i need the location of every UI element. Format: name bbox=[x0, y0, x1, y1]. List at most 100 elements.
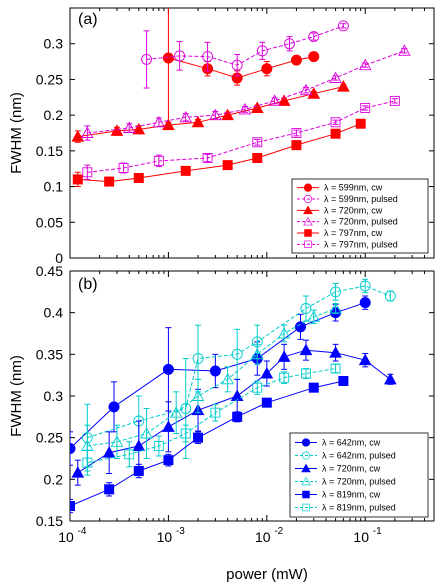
data-point bbox=[337, 80, 350, 92]
data-point bbox=[140, 427, 153, 439]
series-line bbox=[87, 308, 336, 447]
legend-marker-group bbox=[303, 216, 313, 226]
legend-entry: λ = 599nm, cw bbox=[324, 183, 383, 193]
legend-entry: λ = 797nm, cw bbox=[324, 228, 383, 238]
series-3 bbox=[81, 44, 411, 141]
data-point bbox=[279, 372, 290, 383]
series-5 bbox=[82, 363, 341, 476]
legend-marker-group bbox=[302, 503, 310, 512]
data-point bbox=[192, 353, 204, 364]
data-point bbox=[133, 173, 144, 183]
data-point bbox=[72, 174, 83, 185]
data-point bbox=[330, 128, 341, 139]
data-point bbox=[358, 353, 372, 366]
data-point bbox=[290, 54, 302, 66]
legend-marker bbox=[303, 216, 313, 226]
data-point bbox=[329, 346, 342, 358]
data-point bbox=[180, 165, 191, 176]
data-point bbox=[209, 108, 222, 121]
y-tick-label: 0 bbox=[55, 250, 63, 266]
data-point bbox=[132, 122, 146, 135]
y-axis-label: FWHM (nm) bbox=[8, 92, 25, 174]
data-point bbox=[133, 466, 144, 476]
x-tick-label: 10 bbox=[353, 529, 369, 545]
data-point bbox=[300, 303, 312, 314]
legend-marker-group bbox=[304, 229, 312, 237]
legend-marker-group bbox=[301, 451, 311, 460]
legend-marker bbox=[302, 490, 310, 499]
legend-marker-group bbox=[302, 490, 310, 499]
series-2 bbox=[71, 339, 397, 486]
legend-entry: λ = 720nm, cw bbox=[324, 205, 383, 215]
data-point bbox=[252, 382, 263, 393]
data-point bbox=[141, 53, 153, 65]
data-point bbox=[122, 121, 136, 133]
data-point bbox=[337, 20, 349, 32]
legend-entry: λ = 720nm, pulsed bbox=[322, 477, 396, 487]
data-point bbox=[260, 366, 274, 379]
data-point bbox=[71, 466, 85, 478]
data-point bbox=[359, 297, 371, 309]
data-point bbox=[108, 401, 120, 413]
legend-marker bbox=[303, 205, 313, 215]
data-point bbox=[153, 155, 164, 166]
data-point bbox=[330, 363, 341, 374]
panel-label: (a) bbox=[78, 11, 98, 28]
data-point bbox=[152, 115, 166, 128]
legend-entry: λ = 642nm, cw bbox=[322, 438, 381, 448]
y-tick-label: 0.3 bbox=[44, 36, 64, 52]
x-tick-exponent: -4 bbox=[78, 526, 87, 537]
y-tick-label: 0.15 bbox=[36, 143, 63, 159]
panel-label: (b) bbox=[78, 276, 98, 293]
legend-box bbox=[291, 178, 429, 254]
data-series-group bbox=[70, 278, 397, 514]
y-tick-label: 0.2 bbox=[44, 471, 64, 487]
data-point bbox=[299, 343, 313, 356]
data-point bbox=[291, 128, 302, 138]
legend-marker bbox=[301, 476, 311, 486]
series-4 bbox=[70, 376, 349, 514]
data-point bbox=[360, 103, 371, 113]
legend-marker bbox=[302, 503, 310, 512]
legend-entry: λ = 720nm, cw bbox=[322, 464, 381, 474]
data-point bbox=[277, 94, 291, 106]
data-point bbox=[221, 108, 234, 121]
x-tick-label: 10 bbox=[58, 529, 74, 545]
legend-marker-group bbox=[303, 205, 313, 215]
data-point bbox=[124, 449, 135, 460]
data-point bbox=[193, 432, 204, 443]
y-tick-label: 0.3 bbox=[44, 388, 64, 404]
data-point bbox=[232, 411, 243, 422]
data-point bbox=[284, 38, 295, 50]
data-point bbox=[231, 59, 243, 71]
legend-marker bbox=[301, 451, 311, 460]
data-point bbox=[231, 348, 243, 360]
y-axis-label: FWHM (nm) bbox=[8, 355, 25, 437]
data-point bbox=[179, 110, 192, 123]
legend-marker-group bbox=[303, 183, 313, 192]
data-point bbox=[180, 403, 192, 414]
data-point bbox=[252, 153, 263, 163]
data-point bbox=[132, 439, 146, 451]
data-point bbox=[308, 51, 320, 63]
y-tick-label: 0.1 bbox=[44, 179, 64, 195]
data-point bbox=[295, 321, 307, 333]
data-point bbox=[153, 441, 164, 451]
x-tick-exponent: -1 bbox=[373, 526, 382, 537]
data-point bbox=[71, 130, 85, 142]
legend-marker-group bbox=[301, 476, 311, 486]
data-point bbox=[169, 406, 183, 418]
legend-marker bbox=[304, 240, 312, 249]
x-tick-exponent: -3 bbox=[176, 526, 185, 537]
legend-marker bbox=[303, 183, 313, 192]
data-point bbox=[277, 350, 291, 362]
y-tick-label: 0.05 bbox=[36, 214, 63, 230]
data-point bbox=[308, 31, 320, 43]
data-point bbox=[291, 140, 302, 151]
data-point bbox=[104, 484, 115, 495]
legend-entry: λ = 599nm, pulsed bbox=[324, 194, 398, 204]
data-point bbox=[70, 443, 76, 454]
data-point bbox=[250, 101, 264, 113]
data-point bbox=[163, 455, 174, 466]
x-tick-exponent: -2 bbox=[274, 526, 283, 537]
